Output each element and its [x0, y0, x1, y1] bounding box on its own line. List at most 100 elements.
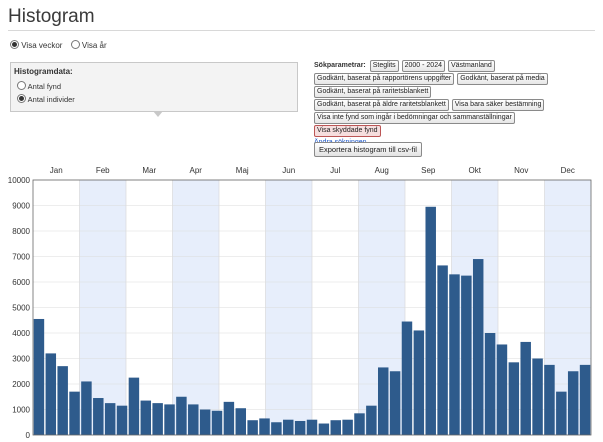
histogram-bar: [45, 353, 57, 435]
month-label: Jul: [330, 166, 340, 175]
histogram-bar: [532, 358, 543, 435]
histogram-bar: [342, 419, 353, 435]
histogram-bar: [520, 341, 531, 435]
histogram-bar: [496, 344, 508, 435]
page-title: Histogram: [8, 6, 95, 27]
param-tag-exclude-assessments[interactable]: Visa inte fynd som ingår i bedömningar o…: [314, 112, 515, 124]
month-label: Sep: [421, 166, 436, 175]
month-label: Jun: [282, 166, 295, 175]
histogram-data-heading: Histogramdata:: [14, 67, 73, 76]
histogram-bar: [176, 396, 187, 435]
histogram-bar: [128, 377, 140, 435]
month-label: Feb: [96, 166, 110, 175]
y-tick-label: 5000: [12, 304, 30, 313]
search-params-label: Sökparametrar:: [314, 62, 366, 69]
histogram-bar: [188, 404, 199, 435]
param-tag-approved-reporter[interactable]: Godkänt, baserat på rapportörens uppgift…: [314, 73, 455, 85]
y-tick-label: 10000: [8, 176, 31, 185]
histogram-bar: [556, 391, 567, 435]
radio-antal-individer[interactable]: Antal individer: [17, 94, 75, 104]
month-label: Aug: [375, 166, 389, 175]
param-tag-approved-rarity[interactable]: Godkänt, baserat på raritetsblankett: [314, 86, 432, 98]
radio-antal-fynd-label[interactable]: Antal fynd: [27, 82, 62, 91]
histogram-bar: [294, 420, 306, 435]
param-tag-region[interactable]: Västmanland: [447, 60, 495, 72]
histogram-bar: [57, 366, 68, 435]
histogram-bar: [389, 371, 401, 435]
histogram-bar: [579, 364, 591, 435]
title-divider: [8, 30, 595, 31]
radio-antal-individer-label[interactable]: Antal individer: [27, 95, 75, 104]
radio-antal-individer-icon[interactable]: [17, 94, 26, 103]
radio-years-label[interactable]: Visa år: [81, 41, 107, 50]
histogram-bar: [306, 419, 318, 435]
param-tag-protected[interactable]: Visa skyddade fynd: [314, 125, 381, 137]
histogram-bar: [318, 423, 330, 435]
histogram-bar: [271, 422, 282, 435]
histogram-bar: [140, 400, 152, 435]
histogram-bar: [211, 410, 223, 435]
export-csv-button[interactable]: Exportera histogram till csv-fil: [314, 142, 422, 157]
month-label: Nov: [514, 166, 528, 175]
params-row-1: Sökparametrar: Steglits 2000 - 2024 Väst…: [314, 60, 603, 73]
search-parameters: Sökparametrar: Steglits 2000 - 2024 Väst…: [314, 60, 603, 148]
histogram-data-panel: Histogramdata: Antal fynd Antal individe…: [10, 62, 298, 112]
histogram-bar: [449, 274, 460, 435]
param-tag-certain-id[interactable]: Visa bara säker bestämning: [451, 99, 545, 111]
view-mode-toggle: Visa veckor Visa år: [10, 40, 113, 50]
histogram-bar: [223, 401, 235, 435]
month-label: Okt: [469, 166, 482, 175]
radio-weeks[interactable]: Visa veckor: [10, 40, 65, 50]
param-tag-approved-media[interactable]: Godkänt, baserat på media: [457, 73, 548, 85]
histogram-bar: [235, 408, 247, 435]
param-tag-years[interactable]: 2000 - 2024: [401, 60, 445, 72]
panel-pointer-arrow: [153, 111, 163, 117]
y-tick-label: 0: [26, 431, 31, 440]
histogram-bar: [104, 403, 116, 435]
histogram-bar: [366, 405, 377, 435]
histogram-bar: [567, 371, 579, 435]
histogram-bar: [152, 403, 163, 435]
y-tick-label: 8000: [12, 227, 30, 236]
histogram-bar: [461, 275, 472, 435]
histogram-bar: [199, 409, 211, 435]
histogram-bar: [401, 321, 413, 435]
y-tick-label: 7000: [12, 253, 30, 262]
histogram-bar: [484, 333, 496, 435]
radio-years[interactable]: Visa år: [70, 40, 107, 50]
histogram-bar: [437, 265, 448, 435]
plot-frame: [32, 179, 592, 436]
month-label: Maj: [236, 166, 249, 175]
histogram-bar: [508, 362, 520, 435]
month-label: Apr: [190, 166, 203, 175]
histogram-bar: [247, 420, 258, 435]
histogram-svg: 0 1000 2000 3000 4000 5000 6000 7000 8000 9000 100…: [8, 166, 592, 440]
radio-weeks-label[interactable]: Visa veckor: [21, 41, 63, 50]
y-tick-label: 1000: [12, 406, 30, 415]
param-tag-species[interactable]: Steglits: [369, 60, 399, 72]
histogram-bar: [259, 418, 270, 435]
histogram-bar: [33, 318, 45, 435]
radio-weeks-icon[interactable]: [10, 40, 19, 49]
radio-antal-fynd[interactable]: Antal fynd: [17, 81, 61, 91]
histogram-chart: 0 1000 2000 3000 4000 5000 6000 7000 8000 9000 100…: [0, 160, 603, 442]
histogram-bar: [164, 404, 175, 435]
month-label: Dec: [561, 166, 575, 175]
histogram-bar: [544, 364, 555, 435]
y-tick-label: 6000: [12, 278, 30, 287]
month-label: Jan: [50, 166, 63, 175]
radio-antal-fynd-icon[interactable]: [17, 81, 26, 90]
y-tick-label: 4000: [12, 329, 30, 338]
params-row-5: Visa inte fynd som ingår i bedömningar o…: [314, 112, 603, 125]
y-tick-label: 3000: [12, 355, 30, 364]
histogram-bar: [93, 398, 104, 435]
params-row-2: Godkänt, baserat på rapportörens uppgift…: [314, 73, 603, 86]
histogram-bar: [354, 413, 365, 435]
histogram-bar: [81, 381, 92, 435]
histogram-bar: [377, 367, 389, 435]
histogram-bar: [283, 419, 294, 435]
histogram-bar: [69, 391, 80, 435]
param-tag-approved-old-rarity[interactable]: Godkänt, baserat på äldre raritetsblanke…: [314, 99, 449, 111]
radio-years-icon[interactable]: [70, 40, 80, 49]
histogram-bar: [425, 206, 436, 435]
